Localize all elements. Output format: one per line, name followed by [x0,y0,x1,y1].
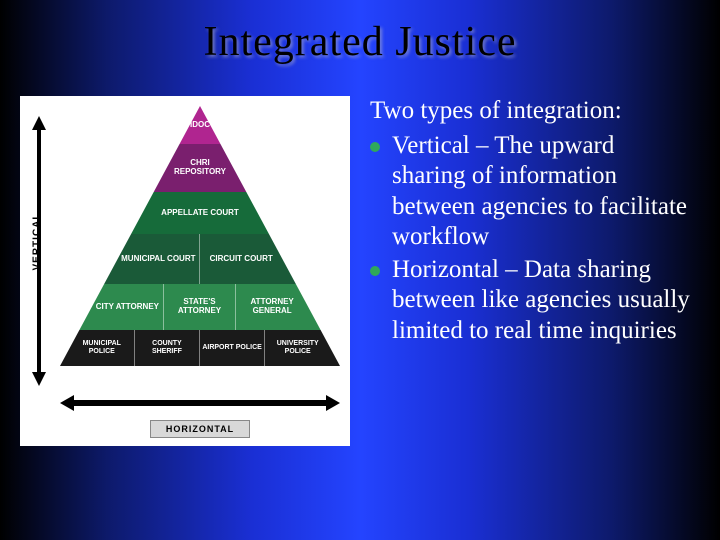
pyramid-cell: CITY ATTORNEY [92,284,164,330]
horizontal-arrow-icon [60,395,340,411]
pyramid: IDOCCHRI REPOSITORYAPPELLATE COURTMUNICI… [60,106,340,406]
intro-text: Two types of integration: [370,96,690,127]
pyramid-tier: APPELLATE COURT [60,192,340,234]
pyramid-cell: UNIVERSITY POLICE [265,330,330,366]
bullet-dot-icon [370,266,380,276]
slide-title: Integrated Justice [0,0,720,66]
pyramid-tier: MUNICIPAL COURTCIRCUIT COURT [60,234,340,284]
content-row: VERTICAL IDOCCHRI REPOSITORYAPPELLATE CO… [0,66,720,446]
pyramid-tier: MUNICIPAL POLICECOUNTY SHERIFFAIRPORT PO… [60,330,340,366]
text-panel: Two types of integration: Vertical – The… [370,96,690,446]
pyramid-cell: IDOC [190,106,210,144]
vertical-axis: VERTICAL [28,116,50,386]
pyramid-cell: CIRCUIT COURT [200,234,282,284]
horizontal-axis-label: HORIZONTAL [150,420,250,438]
bullet-text: Vertical – The upward sharing of informa… [392,131,690,253]
pyramid-cell: STATE'S ATTORNEY [164,284,236,330]
pyramid-cell: APPELLATE COURT [142,192,257,234]
pyramid-cell: MUNICIPAL POLICE [70,330,135,366]
bullet-item: Horizontal – Data sharing between like a… [370,255,690,347]
pyramid-cell: AIRPORT POLICE [200,330,265,366]
pyramid-tier: IDOC [60,106,340,144]
vertical-axis-label: VERTICAL [32,207,43,277]
bullet-dot-icon [370,142,380,152]
horizontal-axis: HORIZONTAL [60,395,340,438]
bullet-text: Horizontal – Data sharing between like a… [392,255,690,347]
pyramid-diagram: VERTICAL IDOCCHRI REPOSITORYAPPELLATE CO… [20,96,350,446]
pyramid-cell: COUNTY SHERIFF [135,330,200,366]
pyramid-cell: ATTORNEY GENERAL [236,284,308,330]
pyramid-cell: CHRI REPOSITORY [167,144,234,192]
pyramid-tier: CITY ATTORNEYSTATE'S ATTORNEYATTORNEY GE… [60,284,340,330]
pyramid-tier: CHRI REPOSITORY [60,144,340,192]
pyramid-cell: MUNICIPAL COURT [118,234,200,284]
bullet-item: Vertical – The upward sharing of informa… [370,131,690,253]
